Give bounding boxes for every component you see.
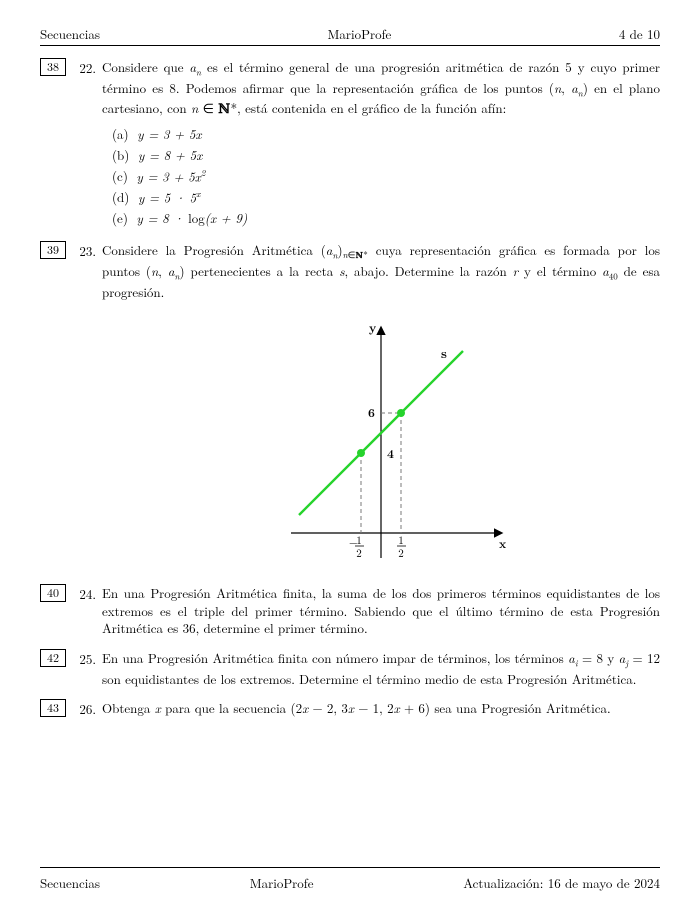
- footer-right: Actualización: 16 de mayo de 2024: [463, 873, 660, 892]
- page-header: Secuencias MarioProfe 4 de 10: [40, 24, 660, 43]
- ytick-4: 4: [387, 444, 394, 462]
- question-text: Considere la Progresión Aritmética (an)n…: [102, 240, 660, 301]
- option-e: (e) y = 8 · log(x + 9): [112, 208, 660, 229]
- chart-q23: x y s 6 4 − 1 2 1: [251, 308, 511, 568]
- pos-half-den: 2: [398, 546, 404, 561]
- page-footer: Secuencias MarioProfe Actualización: 16 …: [40, 873, 660, 892]
- question-text: Considere que an es el término general d…: [102, 57, 660, 117]
- options-list: (a) y = 3 + 5x (b) y = 8 + 5x (c) y = 3 …: [102, 124, 660, 229]
- question-number: 25.: [72, 649, 96, 668]
- question-number: 23.: [72, 241, 96, 260]
- question-body: Considere la Progresión Aritmética (an)n…: [102, 241, 660, 573]
- question-number: 24.: [72, 584, 96, 603]
- question-25: 42 25. En una Progresión Aritmética fini…: [40, 649, 660, 687]
- ref-tag: 39: [40, 241, 66, 259]
- question-number: 22.: [72, 58, 96, 77]
- y-label: y: [369, 318, 376, 336]
- s-label: s: [441, 343, 447, 362]
- point-right: [397, 409, 405, 417]
- option-d: (d) y = 5 · 5x: [112, 187, 660, 208]
- option-a: (a) y = 3 + 5x: [112, 124, 660, 145]
- ref-tag: 40: [40, 584, 66, 602]
- question-body: Obtenga x para que la secuencia (2x − 2,…: [102, 699, 660, 717]
- question-body: Considere que an es el término general d…: [102, 58, 660, 229]
- question-body: En una Progresión Aritmética finita, la …: [102, 584, 660, 637]
- point-left: [357, 449, 365, 457]
- footer-center: MarioProfe: [250, 873, 314, 892]
- page: Secuencias MarioProfe 4 de 10 38 22. Con…: [0, 0, 700, 906]
- header-center: MarioProfe: [328, 24, 392, 43]
- header-left: Secuencias: [40, 24, 100, 43]
- question-number: 26.: [72, 699, 96, 718]
- question-24: 40 24. En una Progresión Aritmética fini…: [40, 584, 660, 637]
- header-rule: [40, 45, 660, 46]
- ref-tag: 38: [40, 58, 66, 76]
- neg-half-den: 2: [356, 546, 362, 561]
- question-26: 43 26. Obtenga x para que la secuencia (…: [40, 699, 660, 718]
- question-22: 38 22. Considere que an es el término ge…: [40, 58, 660, 229]
- ref-tag: 42: [40, 649, 66, 667]
- ytick-6: 6: [368, 403, 375, 421]
- header-right: 4 de 10: [619, 24, 660, 43]
- question-body: En una Progresión Aritmética finita con …: [102, 649, 660, 687]
- option-c: (c) y = 3 + 5x2: [112, 166, 660, 187]
- option-b: (b) y = 8 + 5x: [112, 145, 660, 166]
- ref-tag: 43: [40, 699, 66, 717]
- footer-left: Secuencias: [40, 873, 100, 892]
- footer-rule: [40, 867, 660, 868]
- question-23: 39 23. Considere la Progresión Aritmétic…: [40, 241, 660, 573]
- x-label: x: [499, 534, 507, 552]
